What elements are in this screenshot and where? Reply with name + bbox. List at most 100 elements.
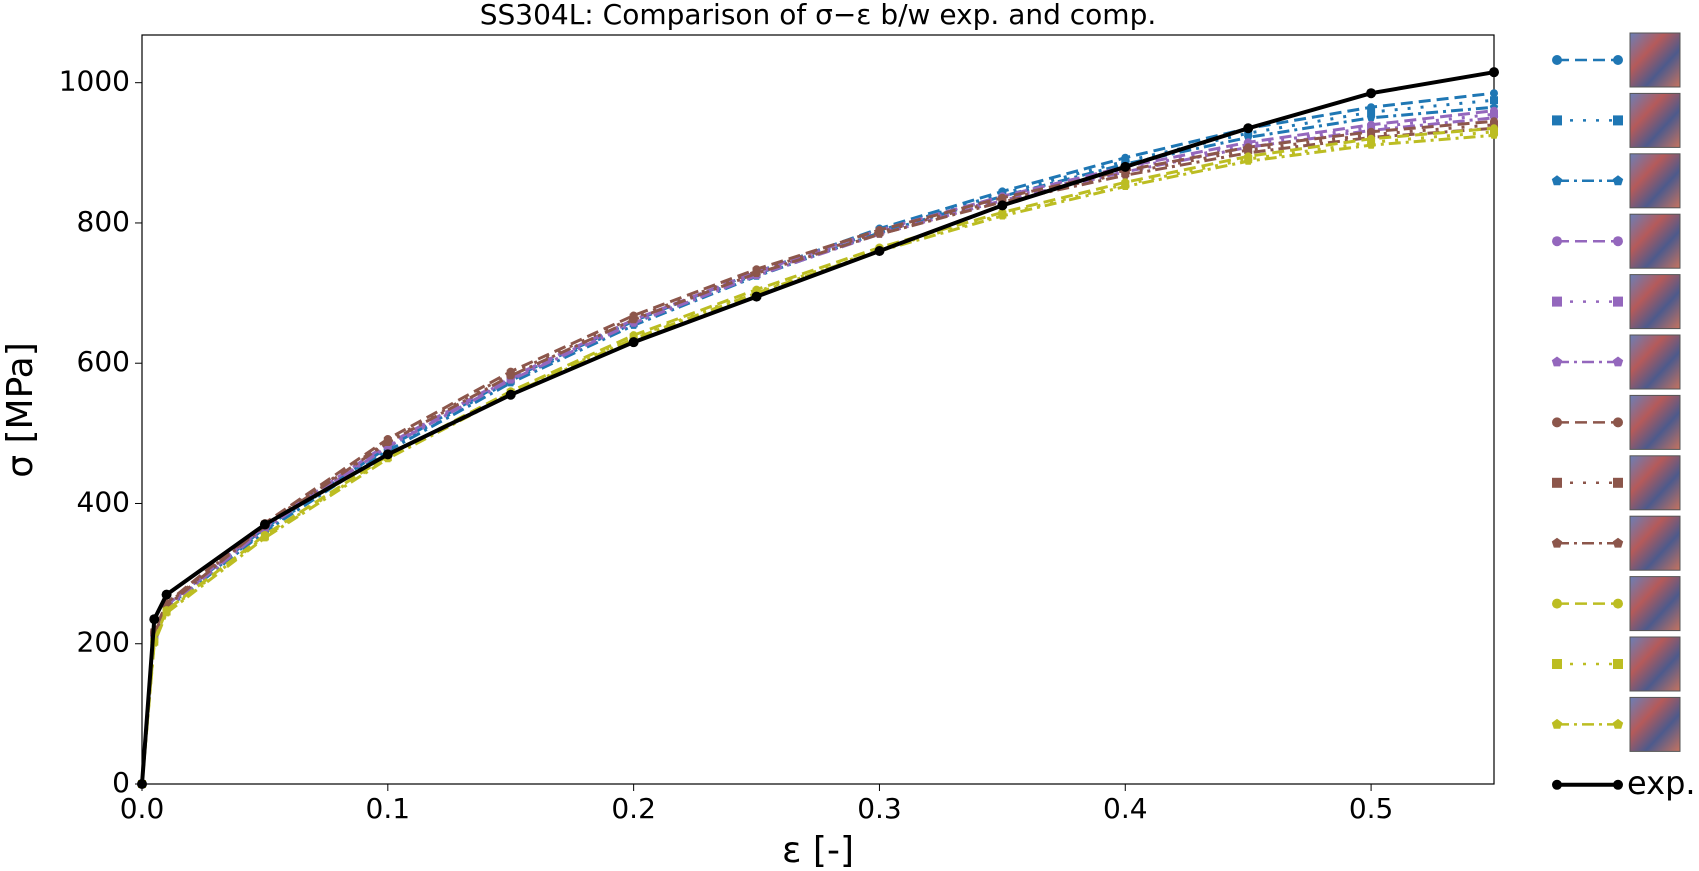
y-tick-label: 800 — [77, 205, 130, 238]
x-tick-label: 0.5 — [1349, 792, 1394, 825]
series-line — [140, 91, 1495, 785]
y-tick-label: 1000 — [59, 65, 130, 98]
x-tick-label: 0.0 — [120, 792, 165, 825]
y-tick-label: 400 — [77, 485, 130, 518]
x-tick-label: 0.1 — [366, 792, 411, 825]
series-line — [140, 116, 1495, 785]
series — [138, 117, 1498, 788]
legend-entry — [1552, 636, 1681, 692]
series — [138, 106, 1498, 788]
series — [138, 124, 1498, 788]
x-tick-label: 0.2 — [611, 792, 656, 825]
marker — [1366, 140, 1376, 149]
marker — [1120, 161, 1131, 172]
marker — [628, 337, 639, 348]
marker — [149, 614, 160, 625]
series-line — [140, 126, 1495, 785]
marker — [1551, 537, 1563, 548]
marker — [1613, 296, 1623, 307]
marker — [1551, 718, 1563, 729]
marker — [1121, 170, 1130, 179]
marker — [1552, 55, 1562, 65]
marker — [629, 315, 638, 324]
marker — [1612, 718, 1624, 729]
marker — [1552, 417, 1562, 428]
marker — [260, 533, 270, 542]
marker — [161, 589, 172, 600]
y-tick-label: 0 — [112, 766, 130, 799]
marker — [505, 389, 516, 400]
series — [137, 123, 1499, 788]
marker — [998, 211, 1007, 220]
marker — [1367, 108, 1376, 117]
marker — [1552, 115, 1562, 126]
series — [138, 110, 1498, 788]
series-line — [140, 112, 1495, 785]
marker — [506, 371, 515, 380]
x-axis-label: ε [-] — [782, 830, 854, 871]
marker — [1243, 123, 1254, 134]
y-tick-label: 600 — [77, 345, 130, 378]
marker — [1244, 156, 1253, 165]
marker — [1613, 477, 1623, 488]
legend-entry — [1552, 92, 1681, 148]
marker — [383, 438, 392, 446]
marker — [1552, 477, 1562, 488]
marker — [1552, 296, 1562, 307]
legend-icon — [1629, 394, 1681, 450]
marker — [1489, 67, 1499, 78]
legend-icon — [1629, 455, 1681, 511]
legend-icon — [1629, 515, 1681, 571]
legend-icon — [1629, 636, 1681, 692]
marker — [1613, 779, 1623, 790]
marker — [1612, 175, 1624, 186]
legend-entry — [1551, 696, 1681, 752]
series-line — [140, 119, 1495, 785]
series-line — [140, 105, 1495, 785]
marker — [1121, 182, 1130, 190]
y-axis-label: σ [MPa] — [0, 342, 41, 478]
legend-label: exp. — [1627, 764, 1696, 802]
marker — [162, 608, 171, 617]
series-line — [140, 98, 1495, 785]
legend-icon — [1629, 213, 1681, 269]
marker — [1489, 130, 1499, 139]
series — [138, 120, 1498, 788]
marker — [997, 200, 1008, 211]
legend-entry — [1552, 576, 1681, 632]
marker — [1366, 88, 1377, 99]
x-tick-label: 0.3 — [857, 792, 902, 825]
legend-entry — [1552, 32, 1681, 88]
series — [138, 127, 1498, 788]
legend-icon — [1629, 696, 1681, 752]
series-line — [140, 126, 1495, 785]
marker — [1551, 175, 1563, 186]
marker — [1366, 113, 1376, 122]
marker — [1613, 115, 1623, 126]
legend-entry — [1552, 455, 1681, 511]
marker — [1613, 417, 1623, 428]
marker — [1490, 89, 1498, 98]
series — [137, 67, 1499, 789]
legend-icon — [1629, 153, 1681, 209]
legend-icon — [1629, 92, 1681, 148]
legend-entry — [1552, 274, 1681, 330]
x-tick-label: 0.4 — [1103, 792, 1148, 825]
marker — [875, 229, 884, 238]
legend-icon — [1629, 576, 1681, 632]
marker — [1612, 356, 1624, 367]
marker — [1613, 598, 1623, 609]
marker — [1552, 598, 1562, 609]
marker — [1552, 779, 1562, 790]
marker — [1613, 55, 1623, 65]
marker — [1613, 236, 1623, 247]
series — [138, 96, 1498, 788]
legend-entry — [1552, 394, 1681, 450]
series-line — [140, 133, 1495, 785]
series-line — [140, 70, 1495, 785]
marker — [1552, 659, 1562, 669]
marker — [1490, 96, 1498, 105]
marker — [1552, 236, 1562, 247]
